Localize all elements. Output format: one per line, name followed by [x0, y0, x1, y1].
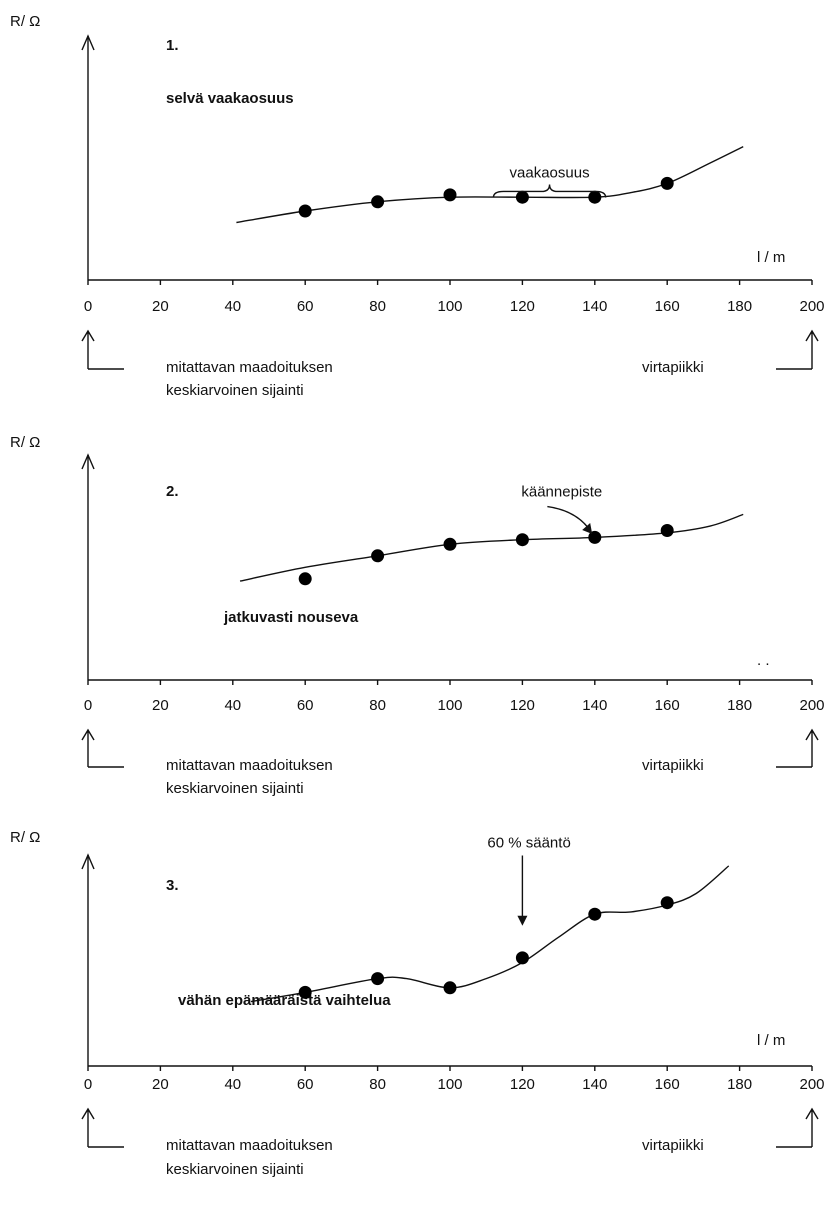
x-tick-label: 0 — [84, 697, 92, 714]
measurement-curve — [250, 865, 730, 1003]
x-tick-label: 140 — [582, 1076, 607, 1093]
x-tick-label: 180 — [727, 298, 752, 315]
x-tick-label: 120 — [510, 298, 535, 315]
data-point — [371, 972, 385, 986]
x-tick-label: 40 — [224, 298, 241, 315]
x-tick-label: 140 — [582, 298, 607, 315]
x-tick-label: 40 — [224, 697, 241, 714]
x-tick-label: 60 — [297, 298, 314, 315]
current-spike-label: virtapiikki — [642, 757, 704, 774]
annotation-label: 60 % sääntö — [487, 835, 570, 852]
data-point — [515, 951, 529, 965]
y-axis-label: R/ Ω — [10, 13, 40, 30]
data-point — [298, 204, 312, 218]
annotation-label: käännepiste — [521, 484, 602, 501]
x-tick-label: 160 — [655, 1076, 680, 1093]
measurement-curve — [236, 145, 744, 224]
y-axis-label: R/ Ω — [10, 829, 40, 846]
x-tick-label: 120 — [510, 1076, 535, 1093]
x-tick-label: 100 — [437, 697, 462, 714]
data-point — [443, 981, 457, 995]
x-axis-label: l / m — [757, 249, 785, 266]
data-point — [660, 176, 674, 190]
ground-label-line2: keskiarvoinen sijainti — [166, 382, 304, 399]
y-axis-label: R/ Ω — [10, 434, 40, 451]
x-tick-label: 20 — [152, 298, 169, 315]
ground-label-line2: keskiarvoinen sijainti — [166, 780, 304, 797]
current-spike-label: virtapiikki — [642, 1137, 704, 1154]
x-tick-label: 100 — [437, 298, 462, 315]
data-point — [660, 524, 674, 537]
x-tick-label: 80 — [369, 697, 386, 714]
chart-panel-3: 0 20 40 60 80 100 120 140 160 180 200 R/ Ω l / m 3. vä… — [10, 829, 825, 1178]
data-point — [371, 549, 385, 563]
x-tick-label: 160 — [655, 697, 680, 714]
data-point — [660, 896, 674, 910]
data-point — [588, 190, 602, 204]
x-tick-label: 200 — [799, 298, 824, 315]
current-spike-arrow — [776, 329, 819, 370]
data-point — [443, 537, 457, 551]
x-tick-label: 120 — [510, 697, 535, 714]
panel-description: vähän epämääräistä vaihtelua — [178, 992, 391, 1009]
data-point — [298, 985, 312, 999]
data-point — [515, 190, 529, 204]
current-spike-arrow — [776, 728, 819, 768]
data-point — [588, 530, 602, 544]
panel-description: selvä vaakaosuus — [166, 90, 294, 107]
x-tick-label: 180 — [727, 1076, 752, 1093]
x-tick-label: 140 — [582, 697, 607, 714]
data-point — [371, 195, 385, 209]
ground-label-line1: mitattavan maadoituksen — [166, 359, 333, 376]
data-point — [298, 572, 312, 586]
y-axis-arrow — [81, 453, 95, 470]
ground-position-arrow — [81, 329, 124, 370]
x-tick-label: 160 — [655, 298, 680, 315]
ground-label-line2: keskiarvoinen sijainti — [166, 1161, 304, 1178]
data-point — [515, 533, 529, 547]
y-axis-arrow — [81, 853, 95, 870]
x-tick-label: 20 — [152, 697, 169, 714]
annotation-arrowhead — [582, 522, 593, 534]
x-axis-label: . . — [757, 652, 770, 669]
panel-number: 3. — [166, 877, 179, 894]
current-spike-label: virtapiikki — [642, 359, 704, 376]
x-tick-label: 60 — [297, 697, 314, 714]
x-tick-label: 20 — [152, 1076, 169, 1093]
x-tick-label: 180 — [727, 697, 752, 714]
chart-panel-1: 0 20 40 60 80 100 120 140 160 180 200 R/ Ω l / m 1. se… — [10, 13, 825, 399]
data-point — [588, 907, 602, 921]
ground-position-arrow — [81, 728, 124, 768]
brace-mark — [492, 184, 607, 198]
x-tick-label: 0 — [84, 298, 92, 315]
x-tick-label: 100 — [437, 1076, 462, 1093]
ground-position-arrow — [81, 1107, 124, 1148]
x-tick-label: 0 — [84, 1076, 92, 1093]
ground-label-line1: mitattavan maadoituksen — [166, 757, 333, 774]
annotation-arrowhead — [517, 915, 528, 926]
data-point — [443, 188, 457, 202]
x-axis-label: l / m — [757, 1032, 785, 1049]
ground-label-line1: mitattavan maadoituksen — [166, 1137, 333, 1154]
x-tick-label: 60 — [297, 1076, 314, 1093]
x-tick-label: 200 — [799, 1076, 824, 1093]
x-tick-label: 40 — [224, 1076, 241, 1093]
x-tick-label: 200 — [799, 697, 824, 714]
panel-description: jatkuvasti nouseva — [223, 609, 359, 626]
panel-number: 1. — [166, 37, 179, 54]
panel-number: 2. — [166, 483, 179, 500]
y-axis-arrow — [81, 34, 95, 51]
annotation-label: vaakaosuus — [510, 164, 590, 181]
chart-panel-2: 0 20 40 60 80 100 120 140 160 180 200 R/ Ω . . 2. jatk… — [10, 434, 825, 797]
x-tick-label: 80 — [369, 298, 386, 315]
current-spike-arrow — [776, 1107, 819, 1148]
x-tick-label: 80 — [369, 1076, 386, 1093]
